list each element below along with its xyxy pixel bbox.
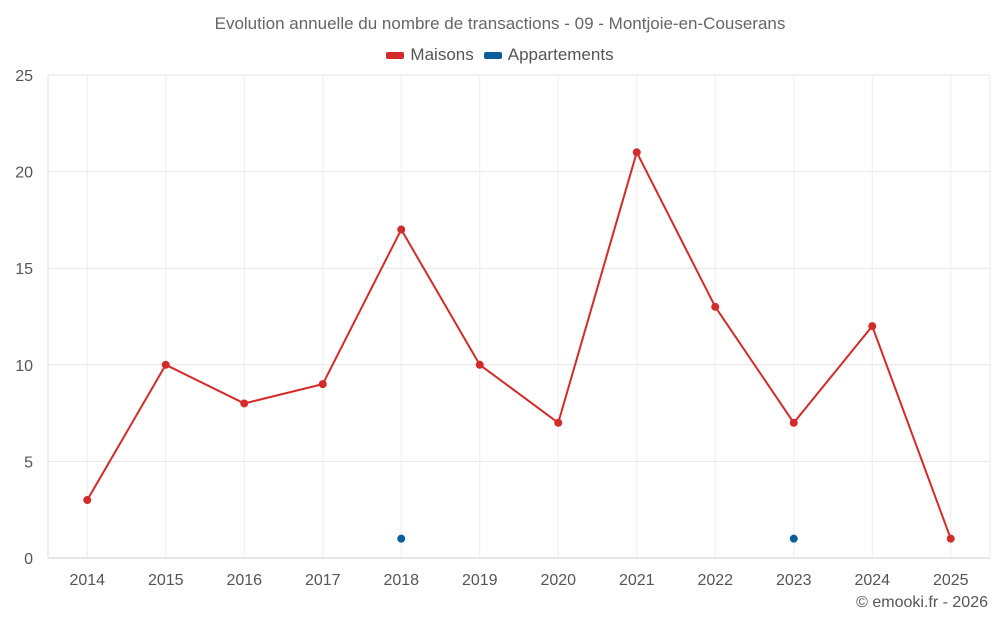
legend-swatch-appartements xyxy=(483,51,502,59)
chart-title: Evolution annuelle du nombre de transact… xyxy=(214,14,786,33)
y-tick-label: 10 xyxy=(15,358,33,375)
x-tick-label: 2021 xyxy=(619,572,655,589)
x-tick-label: 2024 xyxy=(854,572,890,589)
legend-swatch-maisons xyxy=(386,51,405,59)
data-point-maisons-2020 xyxy=(554,418,563,427)
x-tick-label: 2020 xyxy=(540,572,576,589)
x-tick-label: 2014 xyxy=(69,572,105,589)
data-point-maisons-2017 xyxy=(318,380,327,389)
data-point-maisons-2018 xyxy=(397,225,406,234)
data-point-maisons-2015 xyxy=(161,360,170,369)
data-point-maisons-2025 xyxy=(946,534,955,543)
legend: Maisons Appartements xyxy=(0,45,1000,65)
legend-label-maisons: Maisons xyxy=(410,45,474,64)
y-tick-label: 5 xyxy=(24,454,33,471)
data-point-maisons-2023 xyxy=(789,418,798,427)
credit-text: © emooki.fr - 2026 xyxy=(856,594,988,611)
y-tick-label: 0 xyxy=(24,551,33,568)
data-point-maisons-2019 xyxy=(475,360,484,369)
data-point-maisons-2016 xyxy=(240,399,249,408)
legend-item-appartements[interactable]: Appartements xyxy=(483,45,614,65)
legend-label-appartements: Appartements xyxy=(507,45,614,64)
legend-item-maisons[interactable]: Maisons xyxy=(386,45,474,65)
x-tick-label: 2023 xyxy=(776,572,812,589)
data-point-maisons-2021 xyxy=(632,148,641,157)
y-tick-label: 20 xyxy=(15,165,33,182)
y-tick-label: 25 xyxy=(15,68,33,85)
data-point-appartements-2018 xyxy=(397,534,406,543)
x-tick-label: 2022 xyxy=(697,572,733,589)
data-point-maisons-2014 xyxy=(83,496,92,505)
x-tick-label: 2017 xyxy=(305,572,341,589)
data-point-maisons-2022 xyxy=(711,302,720,311)
data-point-appartements-2023 xyxy=(789,534,798,543)
series-line-maisons xyxy=(86,151,952,540)
x-tick-label: 2019 xyxy=(462,572,498,589)
x-tick-label: 2015 xyxy=(148,572,184,589)
x-tick-label: 2016 xyxy=(226,572,262,589)
data-point-maisons-2024 xyxy=(868,322,877,331)
x-tick-label: 2025 xyxy=(933,572,969,589)
y-tick-label: 15 xyxy=(15,261,33,278)
x-tick-label: 2018 xyxy=(383,572,419,589)
